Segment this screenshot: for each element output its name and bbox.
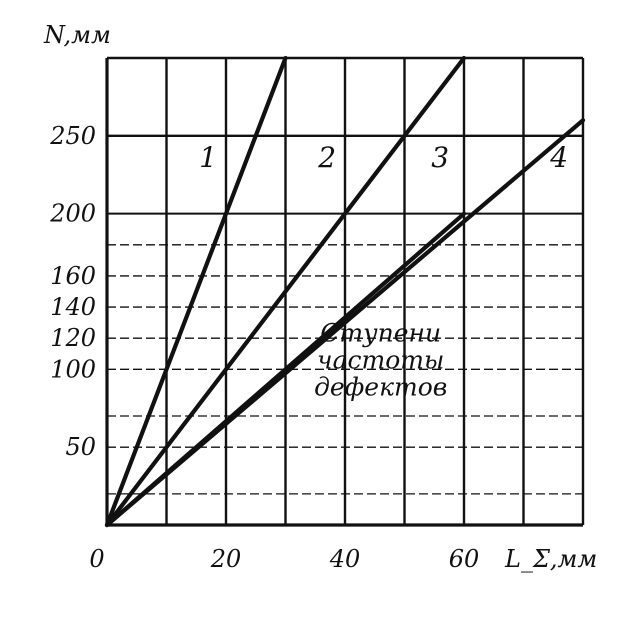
series-label: 3	[431, 141, 449, 174]
y-tick-label: 200	[49, 200, 96, 228]
y-tick-label: 160	[50, 262, 96, 290]
y-tick-label: 120	[50, 324, 96, 352]
x-tick-label: 20	[210, 545, 242, 573]
y-tick-label: 250	[49, 122, 96, 150]
y-tick-label: 100	[50, 355, 96, 383]
x-tick-label: 60	[449, 545, 480, 573]
annotation-line: Ступени	[320, 318, 441, 347]
series-label: 1	[199, 141, 217, 174]
series-lines: 1 2 3 4	[104, 55, 586, 528]
annotation-line: дефектов	[314, 372, 447, 401]
y-tick-label: 140	[50, 293, 96, 321]
series-line	[104, 55, 288, 528]
tick-labels: 0 20 40 60 50 100 120 140 160 200 250	[49, 122, 479, 573]
x-tick-label: 40	[329, 545, 361, 573]
axis-labels: N,мм L_Σ,мм	[43, 21, 597, 573]
x-tick-label: 0	[89, 545, 104, 573]
x-axis-label: L_Σ,мм	[504, 545, 597, 573]
series-line	[104, 55, 467, 528]
series-line	[104, 211, 467, 528]
series-label: 2	[317, 141, 336, 174]
y-axis-label: N,мм	[43, 21, 111, 49]
annotation-line: частоты	[317, 345, 444, 374]
grid	[105, 56, 585, 527]
series-label: 4	[549, 141, 568, 174]
y-tick-label: 50	[65, 433, 96, 461]
